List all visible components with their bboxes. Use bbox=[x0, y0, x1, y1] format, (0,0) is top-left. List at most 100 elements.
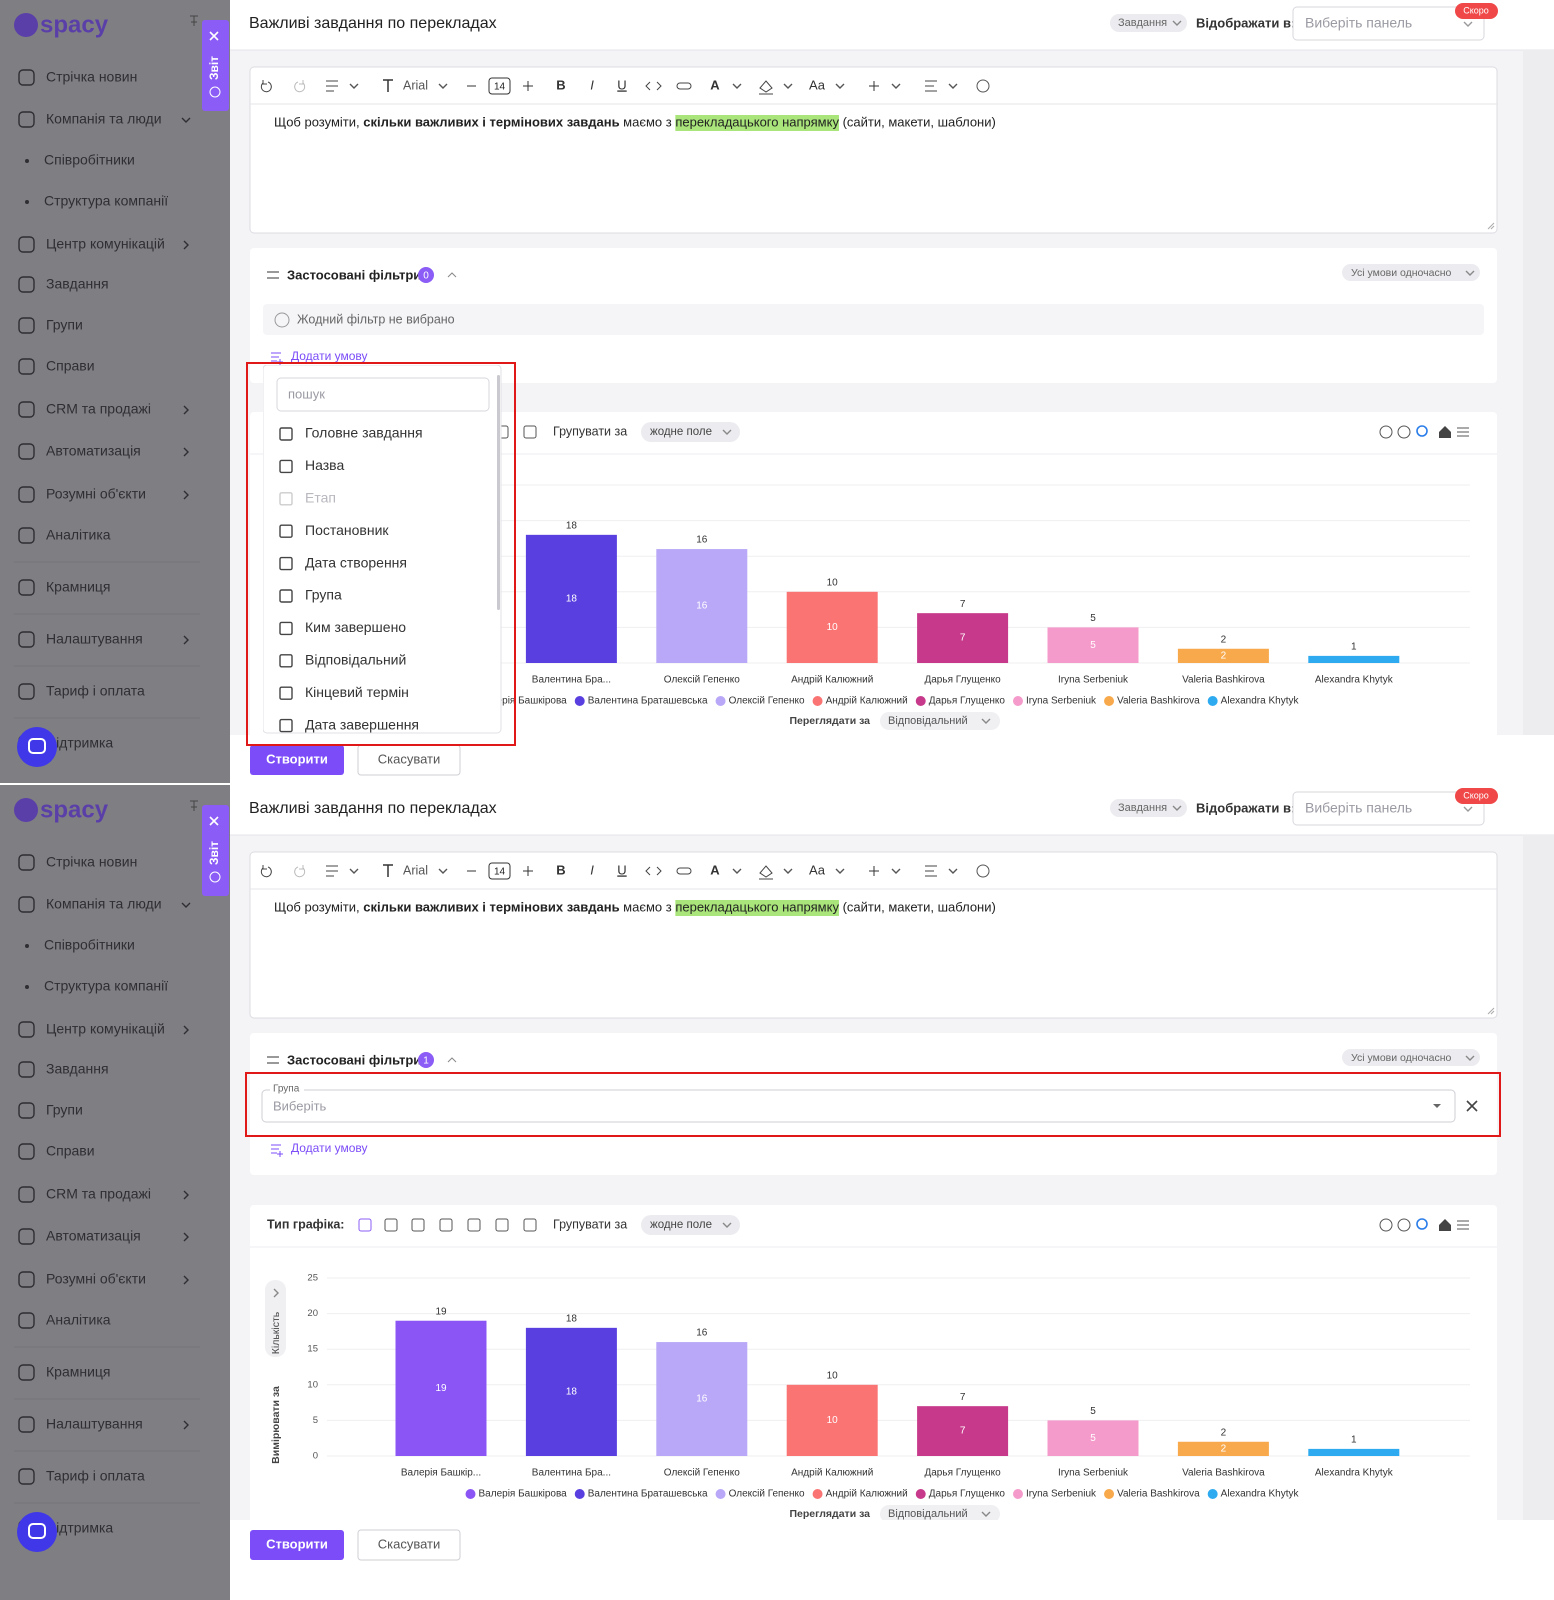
dropdown-option[interactable]: Назва bbox=[305, 457, 344, 473]
cancel-button[interactable] bbox=[357, 1529, 461, 1561]
legend-swatch[interactable] bbox=[915, 1489, 926, 1499]
legend-swatch[interactable] bbox=[715, 1489, 726, 1499]
panel-select[interactable] bbox=[1292, 791, 1485, 826]
legend-label[interactable]: Олексій Гепенко bbox=[729, 696, 805, 707]
legend-label[interactable]: Iryna Serbeniuk bbox=[1026, 696, 1097, 707]
legend-label[interactable]: Олексій Гепенко bbox=[729, 1489, 805, 1500]
menu-item[interactable]: Структура компанії bbox=[44, 978, 168, 994]
zoom-icon[interactable] bbox=[1379, 1218, 1393, 1232]
home-icon[interactable] bbox=[1439, 1219, 1451, 1231]
create-button[interactable] bbox=[250, 1530, 344, 1560]
legend-swatch[interactable] bbox=[812, 696, 823, 706]
dropdown-option[interactable]: Дата завершення bbox=[305, 716, 419, 732]
legend-swatch[interactable] bbox=[812, 1489, 823, 1499]
menu-item[interactable]: Групи bbox=[46, 1102, 83, 1118]
legend-label[interactable]: Дарья Глущенко bbox=[929, 696, 1006, 707]
chat-button[interactable] bbox=[17, 1512, 57, 1552]
legend-label[interactable]: Valeria Bashkirova bbox=[1117, 696, 1200, 707]
chart-type-icon[interactable] bbox=[384, 1218, 398, 1232]
legend-label[interactable]: Alexandra Khytyk bbox=[1221, 1489, 1300, 1500]
mode-chip[interactable] bbox=[1342, 1049, 1480, 1066]
zoom-icon[interactable] bbox=[1397, 425, 1411, 439]
case-button[interactable]: Aa bbox=[809, 77, 826, 92]
checkbox[interactable] bbox=[279, 686, 293, 700]
legend-swatch[interactable] bbox=[1207, 696, 1218, 706]
menu-item[interactable]: Налаштування bbox=[46, 1416, 143, 1432]
chart-type-icon[interactable] bbox=[495, 1218, 509, 1232]
menu-item[interactable]: Співробітники bbox=[44, 152, 135, 168]
menu-item[interactable]: Аналітика bbox=[46, 527, 111, 543]
menu-item[interactable]: Крамниця bbox=[46, 1364, 111, 1380]
legend-label[interactable]: Валентина Браташевська bbox=[588, 1489, 708, 1500]
menu-item[interactable]: Розумні об'єкти bbox=[46, 486, 146, 502]
legend-swatch[interactable] bbox=[715, 696, 726, 706]
color-button[interactable]: A bbox=[710, 862, 720, 877]
bold-button[interactable]: B bbox=[556, 862, 565, 877]
legend-swatch[interactable] bbox=[1012, 1489, 1023, 1499]
chat-button[interactable] bbox=[17, 727, 57, 767]
menu-item[interactable]: Крамниця bbox=[46, 579, 111, 595]
redo-icon[interactable] bbox=[294, 80, 306, 93]
zoom-icon[interactable] bbox=[1379, 425, 1393, 439]
menu-item[interactable]: Структура компанії bbox=[44, 193, 168, 209]
menu-item[interactable]: Автоматизація bbox=[46, 443, 141, 459]
menu-item[interactable]: Аналітика bbox=[46, 1312, 111, 1328]
chart-type-icon[interactable] bbox=[523, 425, 537, 439]
undo-icon[interactable] bbox=[260, 80, 272, 93]
legend-swatch[interactable] bbox=[1012, 696, 1023, 706]
search-input[interactable] bbox=[276, 377, 490, 412]
legend-label[interactable]: Iryna Serbeniuk bbox=[1026, 1489, 1097, 1500]
home-icon[interactable] bbox=[1439, 426, 1451, 438]
menu-item[interactable]: Підтримка bbox=[46, 1520, 113, 1536]
chart-type-icon[interactable] bbox=[411, 1218, 425, 1232]
report-tab[interactable] bbox=[202, 20, 229, 111]
color-button[interactable]: A bbox=[710, 77, 720, 92]
checkbox[interactable] bbox=[279, 459, 293, 474]
menu-item[interactable]: Центр комунікацій bbox=[46, 236, 165, 252]
legend-swatch[interactable] bbox=[574, 696, 585, 706]
checkbox[interactable] bbox=[279, 654, 293, 668]
report-tab[interactable] bbox=[202, 805, 229, 896]
mode-chip[interactable] bbox=[1342, 264, 1480, 281]
menu-item[interactable]: Стрічка новин bbox=[46, 69, 137, 85]
legend-label[interactable]: Alexandra Khytyk bbox=[1221, 696, 1300, 707]
dropdown-option[interactable]: Кінцевий термін bbox=[305, 684, 409, 700]
collapse-icon[interactable] bbox=[447, 1057, 457, 1063]
menu-item[interactable]: Тариф і оплата bbox=[46, 683, 145, 699]
menu-icon[interactable] bbox=[1457, 427, 1469, 437]
menu-icon[interactable] bbox=[1457, 1220, 1469, 1230]
menu-item[interactable]: Групи bbox=[46, 317, 83, 333]
group-field[interactable] bbox=[261, 1089, 1456, 1123]
menu-item[interactable]: Компанія та люди bbox=[46, 896, 162, 912]
dropdown-option[interactable]: Дата створення bbox=[305, 554, 407, 570]
menu-item[interactable]: CRM та продажі bbox=[46, 1186, 151, 1202]
panel-select[interactable] bbox=[1292, 6, 1485, 41]
redo-icon[interactable] bbox=[294, 865, 306, 878]
menu-item[interactable]: Справи bbox=[46, 358, 95, 374]
underline-button[interactable]: U bbox=[617, 77, 626, 92]
menu-item[interactable]: CRM та продажі bbox=[46, 401, 151, 417]
menu-item[interactable]: Компанія та люди bbox=[46, 111, 162, 127]
legend-swatch[interactable] bbox=[1104, 1489, 1115, 1499]
legend-swatch[interactable] bbox=[915, 696, 926, 706]
menu-item[interactable]: Справи bbox=[46, 1143, 95, 1159]
checkbox[interactable] bbox=[279, 718, 293, 733]
legend-label[interactable]: Андрій Калюжний bbox=[826, 696, 908, 707]
legend-swatch[interactable] bbox=[1207, 1489, 1218, 1499]
menu-item[interactable]: Підтримка bbox=[46, 735, 113, 751]
font-size[interactable]: 14 bbox=[494, 82, 506, 93]
chart-type-icon[interactable] bbox=[439, 1218, 453, 1232]
create-button[interactable] bbox=[250, 745, 344, 775]
menu-item[interactable]: Завдання bbox=[46, 276, 109, 292]
legend-label[interactable]: Дарья Глущенко bbox=[929, 1489, 1006, 1500]
legend-label[interactable]: Valeria Bashkirova bbox=[1117, 1489, 1200, 1500]
chart-type-icon[interactable] bbox=[358, 1218, 372, 1232]
menu-item[interactable]: Тариф і оплата bbox=[46, 1468, 145, 1484]
legend-swatch[interactable] bbox=[465, 1489, 476, 1499]
x-view-chip[interactable] bbox=[880, 712, 1000, 730]
y-axis-chip[interactable] bbox=[265, 1280, 286, 1357]
search-icon[interactable] bbox=[1416, 1218, 1428, 1230]
menu-item[interactable]: Розумні об'єкти bbox=[46, 1271, 146, 1287]
zoom-icon[interactable] bbox=[1397, 1218, 1411, 1232]
legend-label[interactable]: Валерія Башкірова bbox=[479, 1489, 568, 1500]
